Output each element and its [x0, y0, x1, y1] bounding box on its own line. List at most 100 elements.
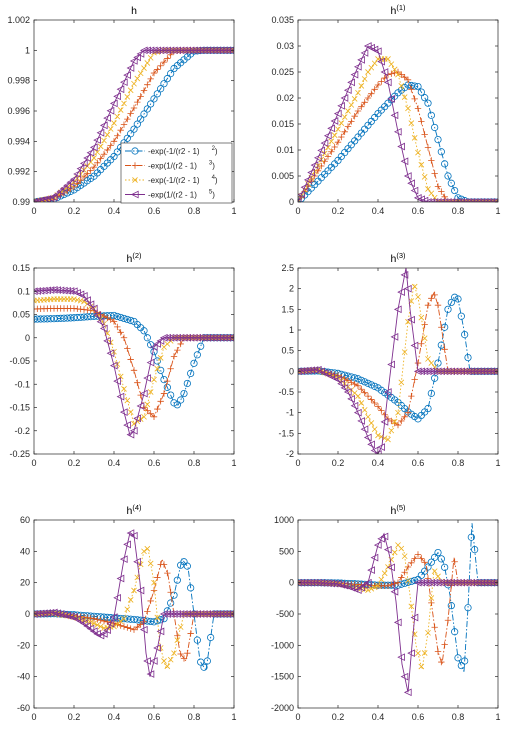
marker-plus	[120, 121, 128, 128]
marker-triangle-left	[340, 384, 349, 392]
marker-triangle-left	[353, 586, 362, 595]
marker-triangle-left	[383, 78, 392, 87]
marker-x	[104, 131, 111, 138]
marker-triangle-left	[340, 581, 349, 590]
x-tick-label: 1	[231, 458, 236, 468]
y-tick-label: 0.996	[7, 106, 30, 116]
marker-plus	[107, 142, 114, 149]
marker-triangle-left	[79, 619, 88, 628]
marker-x	[151, 579, 157, 586]
marker-triangle-left	[390, 111, 399, 120]
marker-plus	[117, 329, 124, 336]
marker-circle	[401, 579, 409, 587]
marker-circle	[173, 401, 181, 409]
marker-x	[415, 149, 421, 156]
marker-triangle-left	[79, 159, 88, 168]
marker-circle	[131, 147, 139, 155]
legend-entry-superscript: 3	[209, 161, 213, 167]
marker-triangle-left	[63, 611, 71, 620]
marker-x	[71, 296, 77, 302]
marker-plus	[131, 162, 139, 169]
marker-plus	[177, 650, 184, 658]
marker-x	[401, 94, 408, 100]
marker-plus	[170, 353, 178, 360]
marker-triangle-left	[39, 609, 48, 618]
marker-x	[405, 105, 411, 112]
legend-entry-close: )	[212, 162, 215, 171]
marker-triangle-left	[89, 304, 98, 313]
marker-x	[141, 548, 147, 555]
y-tick-label: 0.998	[7, 76, 30, 86]
marker-triangle-left	[377, 443, 385, 451]
x-tick-label: 0.4	[372, 458, 385, 468]
marker-plus	[147, 75, 154, 83]
marker-x	[174, 637, 181, 643]
marker-triangle-left	[123, 421, 131, 429]
marker-plus	[428, 157, 435, 164]
marker-x	[137, 70, 144, 77]
y-tick-label: -0.25	[9, 449, 30, 459]
marker-x	[421, 335, 428, 342]
panel-title-superscript: (4)	[132, 503, 142, 512]
marker-circle	[444, 172, 452, 180]
y-tick-label: 0	[25, 333, 30, 343]
marker-x	[395, 71, 401, 78]
marker-plus	[84, 170, 91, 177]
marker-plus	[384, 582, 392, 589]
marker-triangle-left	[133, 414, 141, 423]
marker-circle	[464, 604, 472, 612]
marker-plus	[110, 138, 118, 145]
subplot-1: 0 0.2 0.4 0.6 0.8 1 0.99 0.992 0.994 0.996 0.998 1 1…	[7, 5, 236, 216]
marker-circle	[143, 334, 151, 342]
marker-plus	[130, 104, 138, 112]
marker-plus	[144, 81, 151, 88]
marker-triangle-left	[43, 195, 51, 202]
marker-triangle-left	[307, 366, 315, 375]
marker-plus	[150, 69, 158, 77]
marker-plus	[378, 78, 385, 85]
marker-triangle-left	[323, 131, 332, 140]
marker-triangle-left	[327, 579, 335, 588]
marker-circle	[127, 316, 135, 325]
marker-plus	[438, 188, 445, 195]
y-tick-label: 500	[279, 546, 294, 556]
marker-triangle-left	[69, 175, 78, 184]
marker-plus	[140, 618, 148, 626]
marker-plus	[431, 291, 438, 299]
marker-circle	[411, 576, 419, 585]
marker-triangle-left	[310, 366, 319, 374]
y-tick-label: 1.002	[7, 15, 30, 25]
marker-plus	[150, 587, 158, 594]
marker-x	[385, 436, 391, 443]
legend-entry-label: -exp(1/(r2 - 1) 5)	[148, 190, 215, 200]
marker-x	[358, 83, 365, 89]
marker-plus	[371, 399, 378, 407]
marker-triangle-left	[139, 389, 148, 398]
y-tick-label: 0	[289, 578, 294, 588]
marker-x	[361, 76, 368, 82]
marker-x	[408, 603, 415, 610]
marker-x	[421, 650, 428, 656]
marker-triangle-left	[146, 670, 155, 678]
marker-x	[431, 568, 438, 575]
marker-circle	[183, 379, 191, 388]
marker-circle	[424, 563, 432, 571]
marker-triangle-left	[89, 143, 98, 152]
marker-x	[355, 89, 361, 96]
marker-x	[435, 573, 441, 580]
marker-triangle-left	[407, 649, 415, 658]
series-4	[298, 268, 498, 454]
marker-triangle-left	[387, 563, 395, 572]
marker-plus	[401, 569, 408, 576]
marker-circle	[167, 599, 175, 607]
marker-circle	[203, 657, 211, 665]
y-tick-label: 0.99	[12, 197, 30, 207]
marker-x	[428, 595, 435, 601]
marker-triangle-left	[130, 190, 139, 199]
marker-plus	[97, 155, 104, 162]
marker-triangle-left	[136, 50, 145, 58]
marker-x	[415, 294, 421, 300]
marker-circle	[407, 577, 415, 586]
marker-circle	[414, 82, 422, 91]
marker-plus	[97, 617, 104, 624]
